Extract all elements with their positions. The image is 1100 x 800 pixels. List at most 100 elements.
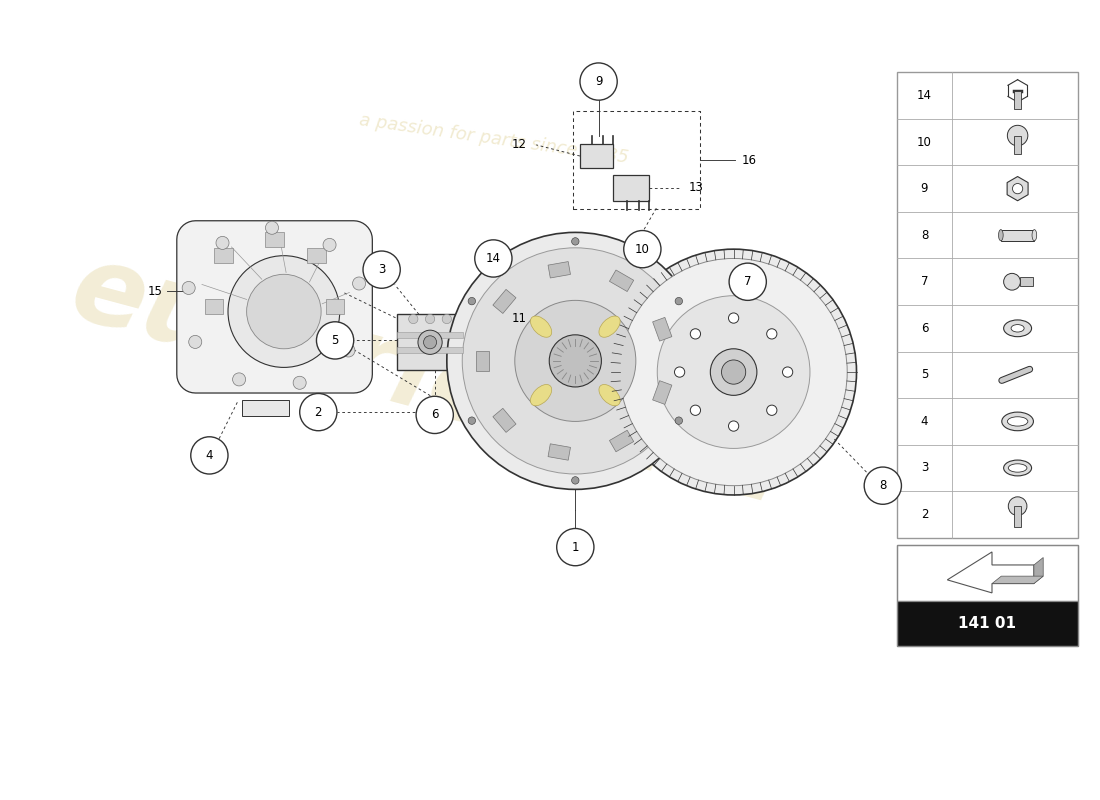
Ellipse shape	[1009, 464, 1027, 472]
Circle shape	[674, 367, 684, 377]
Text: 11: 11	[512, 313, 527, 326]
Bar	[896, 601, 1078, 646]
Circle shape	[1012, 183, 1023, 194]
Circle shape	[408, 314, 418, 324]
Bar	[397, 314, 463, 370]
Text: 5: 5	[921, 368, 928, 382]
Ellipse shape	[530, 385, 552, 406]
Circle shape	[424, 336, 437, 349]
Bar	[1014, 135, 1021, 154]
Circle shape	[293, 376, 306, 390]
Bar	[397, 347, 463, 353]
Polygon shape	[609, 270, 634, 291]
Text: 2: 2	[315, 406, 322, 418]
Circle shape	[418, 330, 442, 354]
Text: 10: 10	[917, 135, 932, 149]
Polygon shape	[493, 290, 516, 314]
Circle shape	[691, 405, 701, 415]
Ellipse shape	[1003, 460, 1032, 476]
Circle shape	[572, 477, 579, 484]
Text: 8: 8	[879, 479, 887, 492]
Bar	[1014, 506, 1021, 526]
Circle shape	[265, 222, 278, 234]
Circle shape	[782, 367, 793, 377]
Circle shape	[1008, 126, 1027, 146]
Polygon shape	[609, 430, 634, 452]
Text: 4: 4	[921, 415, 928, 428]
Circle shape	[1003, 274, 1021, 290]
Circle shape	[658, 296, 810, 449]
Text: euroricambi: euroricambi	[59, 235, 796, 527]
Text: 7: 7	[744, 275, 751, 288]
Bar	[1001, 230, 1034, 241]
Polygon shape	[548, 444, 571, 460]
Bar	[307, 248, 326, 263]
Circle shape	[580, 63, 617, 100]
Circle shape	[1009, 497, 1027, 515]
Circle shape	[228, 256, 340, 367]
Text: 6: 6	[431, 408, 439, 422]
Text: 9: 9	[921, 182, 928, 195]
Circle shape	[475, 240, 512, 277]
Bar	[397, 332, 463, 338]
Circle shape	[549, 335, 602, 387]
Text: 14: 14	[917, 89, 932, 102]
Text: 141 01: 141 01	[958, 616, 1016, 631]
Ellipse shape	[530, 316, 552, 338]
Polygon shape	[652, 318, 672, 341]
Bar	[1014, 91, 1021, 110]
Circle shape	[711, 349, 757, 395]
Circle shape	[299, 394, 337, 430]
Text: 6: 6	[921, 322, 928, 335]
Circle shape	[442, 314, 451, 324]
Circle shape	[416, 396, 453, 434]
Circle shape	[353, 277, 365, 290]
Circle shape	[469, 417, 475, 424]
Polygon shape	[177, 221, 372, 393]
Ellipse shape	[598, 385, 620, 406]
Circle shape	[728, 313, 739, 323]
Text: 14: 14	[486, 252, 500, 265]
Bar	[896, 546, 1078, 601]
Text: 3: 3	[378, 263, 385, 276]
Circle shape	[675, 417, 682, 424]
Polygon shape	[992, 576, 1043, 583]
Bar	[242, 399, 288, 416]
Polygon shape	[947, 552, 1034, 593]
Circle shape	[189, 335, 201, 349]
Bar	[205, 299, 223, 314]
Text: 4: 4	[206, 449, 213, 462]
Circle shape	[469, 298, 475, 305]
Circle shape	[767, 329, 777, 339]
Circle shape	[722, 360, 746, 384]
Text: 7: 7	[921, 275, 928, 288]
Circle shape	[216, 236, 229, 250]
Circle shape	[342, 344, 355, 357]
Circle shape	[557, 529, 594, 566]
Bar	[896, 72, 1078, 538]
Polygon shape	[652, 381, 672, 404]
Text: 9: 9	[595, 75, 603, 88]
Circle shape	[572, 238, 579, 245]
Ellipse shape	[1003, 320, 1032, 337]
Circle shape	[729, 263, 767, 300]
Bar	[580, 144, 613, 168]
Bar	[614, 174, 649, 201]
Bar	[896, 546, 1078, 646]
Circle shape	[183, 282, 195, 294]
Circle shape	[620, 258, 847, 486]
Text: 1: 1	[572, 541, 579, 554]
Ellipse shape	[1008, 417, 1027, 426]
Polygon shape	[1034, 558, 1043, 583]
Polygon shape	[548, 262, 571, 278]
Ellipse shape	[999, 230, 1003, 241]
Circle shape	[691, 329, 701, 339]
Ellipse shape	[1002, 412, 1033, 430]
Text: 5: 5	[331, 334, 339, 347]
Text: 10: 10	[635, 242, 650, 256]
Circle shape	[323, 238, 337, 251]
Bar	[326, 299, 344, 314]
Circle shape	[447, 232, 704, 490]
Text: 16: 16	[742, 154, 757, 166]
Text: a passion for parts since 1985: a passion for parts since 1985	[358, 111, 629, 167]
